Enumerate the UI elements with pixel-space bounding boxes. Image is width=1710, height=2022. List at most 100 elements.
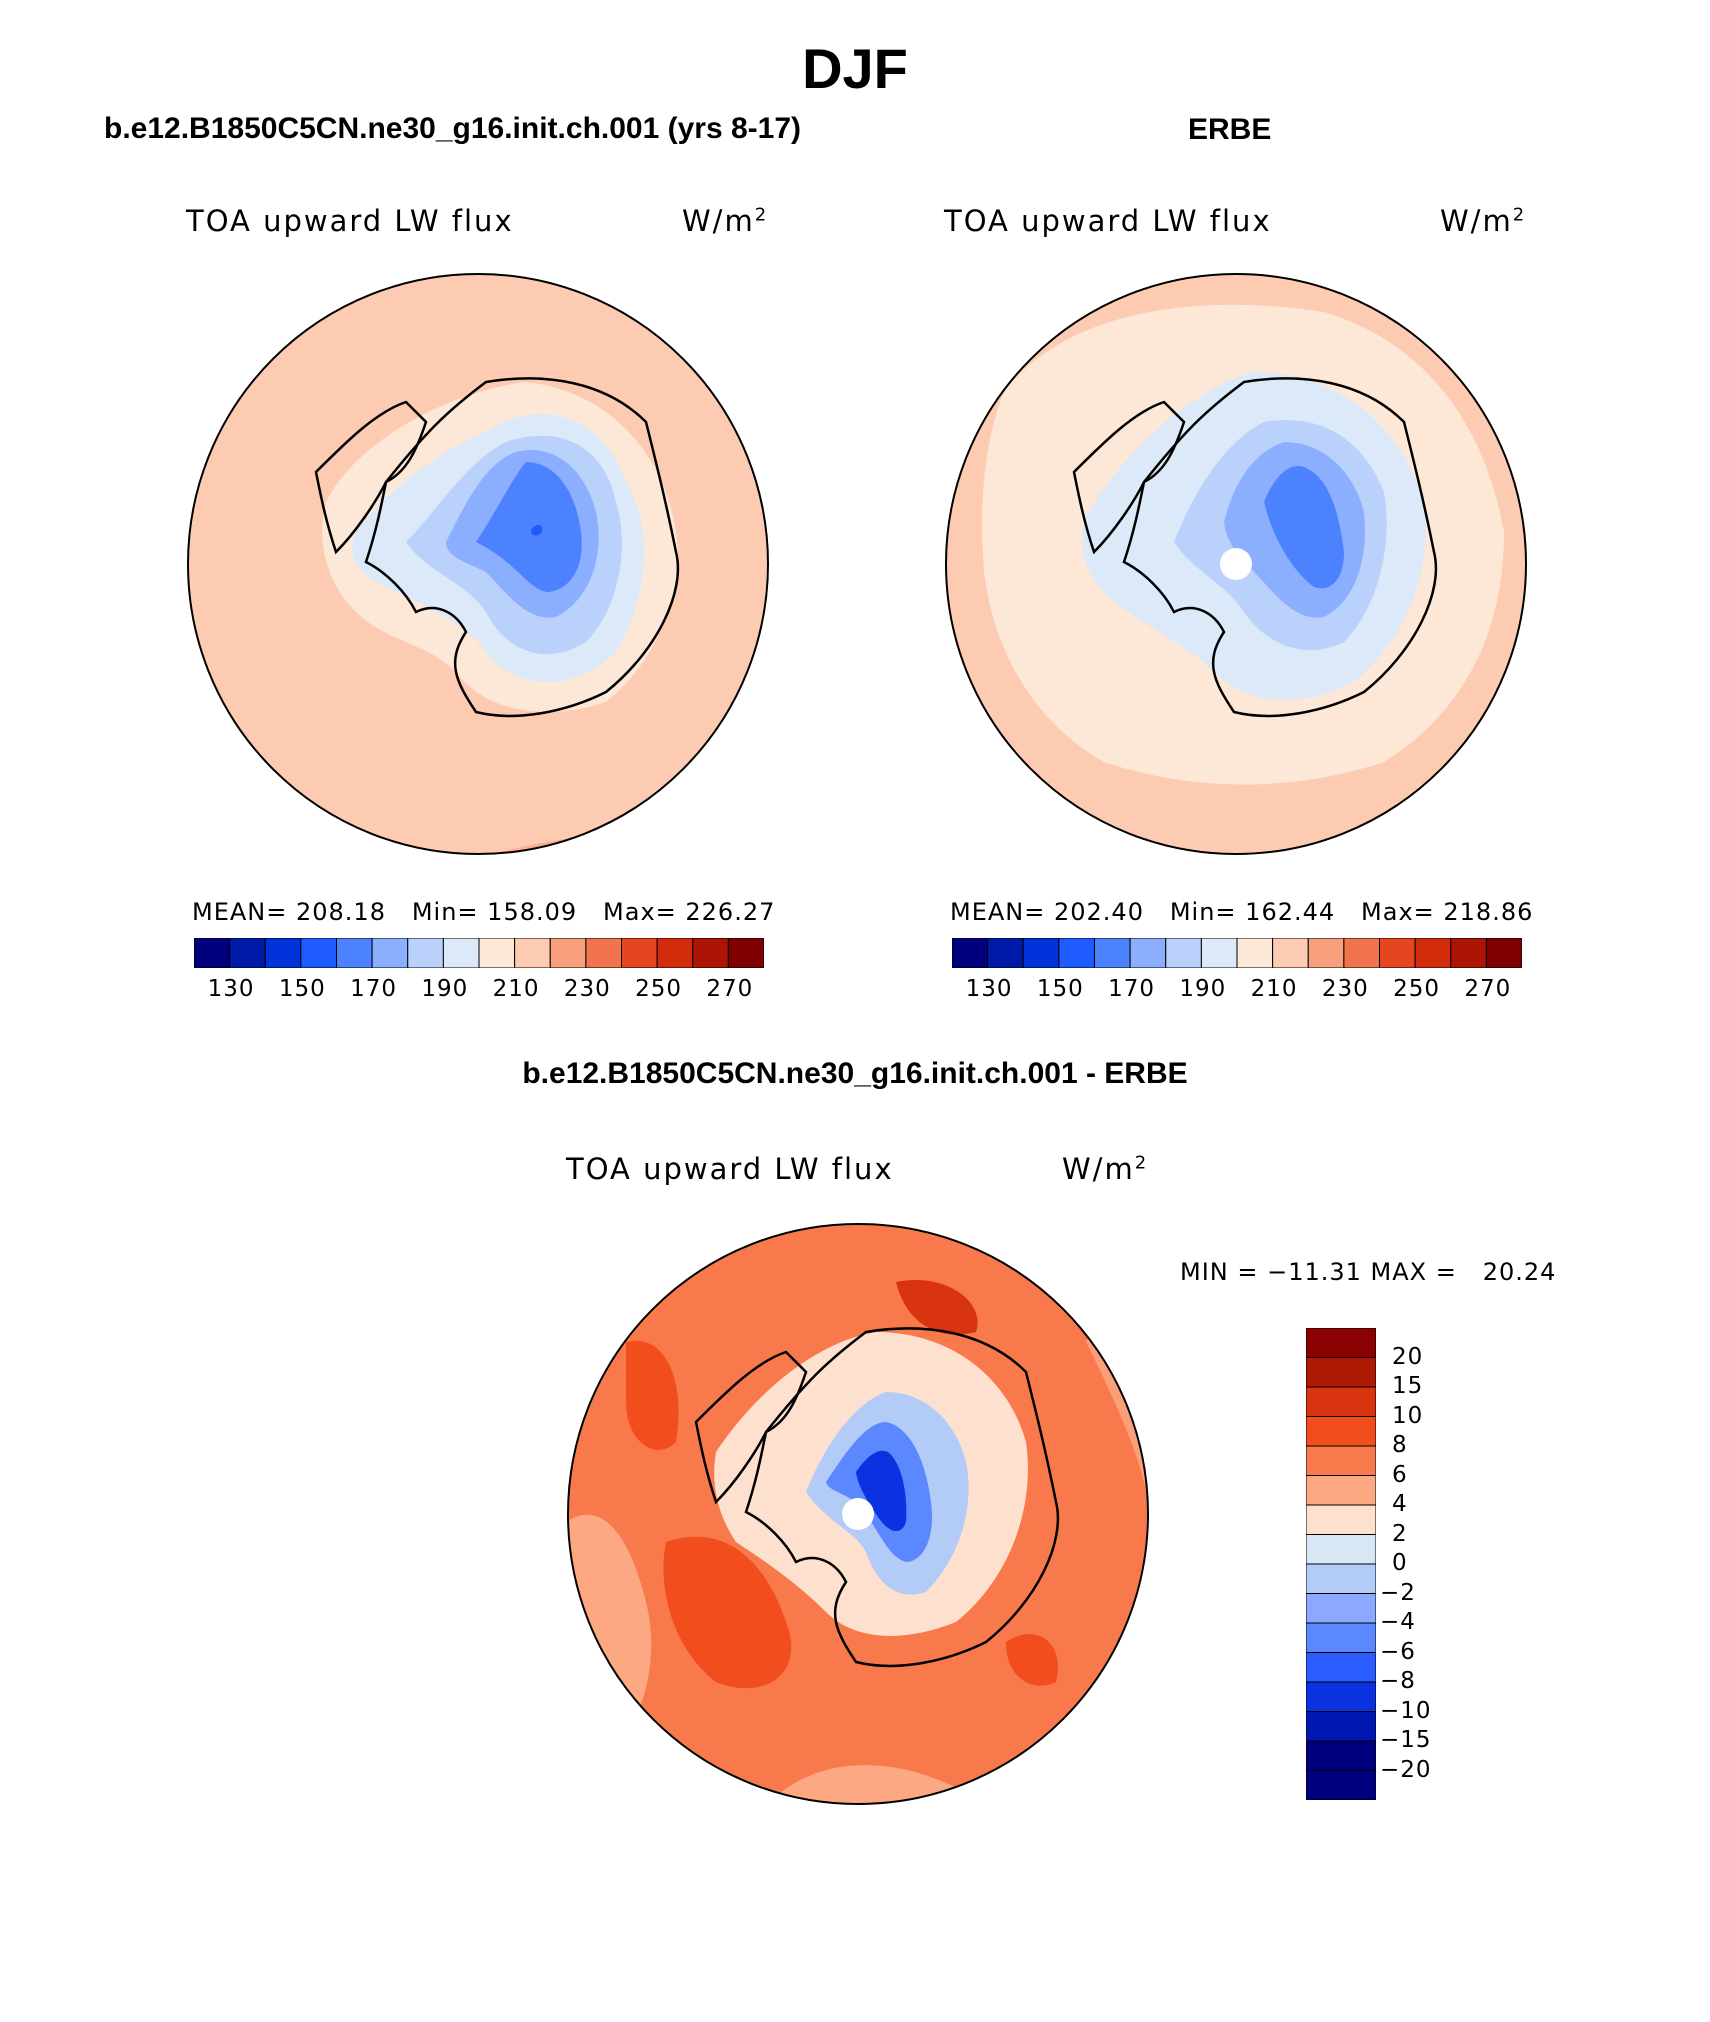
right-colorbar-swatch xyxy=(1307,938,1345,968)
left-colorbar-tick-label: 270 xyxy=(706,976,754,1002)
left-map-antarctic-ice-4 xyxy=(476,462,582,592)
right-units-label: W/m2 xyxy=(1440,204,1527,238)
left-colorbar-swatch xyxy=(656,938,694,968)
right-colorbar-swatch xyxy=(1450,938,1487,968)
left-polar-map xyxy=(187,273,769,855)
diff-colorbar-tick-label: −20 xyxy=(1380,1756,1432,1783)
diff-colorbar-swatch xyxy=(1306,1328,1376,1358)
right-colorbar-tick-label: 270 xyxy=(1464,976,1512,1002)
left-colorbar-tick-label: 210 xyxy=(492,976,540,1002)
difference-colorbar-ticks: 20 15 10 8 6 4 2 0 −2 −4 −6 −8 −10 −15 −20 xyxy=(1380,1328,1486,1800)
diff-variable-label: TOA upward LW flux xyxy=(566,1152,894,1186)
left-colorbar-ticks: 130 150 170 190 210 230 250 270 xyxy=(194,976,764,1006)
right-stats: MEAN= 202.40 Min= 162.44 Max= 218.86 xyxy=(950,898,1534,926)
left-map-warm-band-2 xyxy=(188,274,266,394)
diff-colorbar-tick-label: 2 xyxy=(1392,1520,1408,1547)
diff-map-pole-hole xyxy=(842,1498,874,1530)
diff-colorbar-tick-label: 15 xyxy=(1392,1373,1424,1399)
left-colorbar-swatch xyxy=(229,938,266,968)
difference-polar-map xyxy=(567,1223,1149,1805)
diff-units-label: W/m2 xyxy=(1062,1152,1149,1186)
right-colorbar-ticks: 130 150 170 190 210 230 250 270 xyxy=(952,976,1522,1006)
right-colorbar xyxy=(952,938,1522,968)
diff-colorbar-swatch xyxy=(1306,1711,1376,1742)
diff-colorbar-tick-label: 10 xyxy=(1392,1402,1424,1429)
diff-colorbar-swatch xyxy=(1306,1740,1376,1771)
diff-colorbar-tick-label: −10 xyxy=(1380,1697,1432,1724)
left-units-label: W/m2 xyxy=(682,204,769,238)
right-colorbar-swatch xyxy=(1272,938,1309,968)
diff-colorbar-swatch xyxy=(1306,1386,1376,1417)
diff-colorbar-swatch xyxy=(1306,1681,1376,1712)
diff-colorbar-swatch xyxy=(1306,1416,1376,1447)
diff-map-coastline-antarctica xyxy=(744,1327,1060,1668)
left-colorbar-swatch xyxy=(727,938,764,968)
left-variable-label: TOA upward LW flux xyxy=(186,204,514,238)
diff-map-border xyxy=(567,1223,1149,1805)
left-colorbar-swatch xyxy=(371,938,409,968)
left-colorbar-tick-label: 250 xyxy=(635,976,683,1002)
diff-map-warm-4 xyxy=(1006,1634,1058,1686)
diff-stats: MIN = −11.31 MAX = 20.24 xyxy=(1180,1258,1557,1286)
left-colorbar xyxy=(194,938,764,968)
left-map-antarctic-ice-5 xyxy=(530,524,543,536)
right-colorbar-swatch xyxy=(987,938,1024,968)
left-colorbar-tick-label: 150 xyxy=(278,976,326,1002)
diff-colorbar-swatch xyxy=(1306,1563,1376,1594)
diff-colorbar-swatch xyxy=(1306,1622,1376,1653)
left-colorbar-swatch xyxy=(194,938,231,968)
diff-colorbar-tick-label: 6 xyxy=(1392,1461,1408,1488)
right-colorbar-swatch xyxy=(1236,938,1274,968)
left-colorbar-tick-label: 130 xyxy=(207,976,255,1002)
diff-colorbar-tick-label: 0 xyxy=(1392,1550,1408,1576)
right-colorbar-swatch xyxy=(1200,938,1238,968)
right-polar-map xyxy=(945,273,1527,855)
left-colorbar-tick-label: 230 xyxy=(563,976,611,1002)
diff-colorbar-tick-label: −4 xyxy=(1380,1609,1416,1635)
diff-colorbar-swatch xyxy=(1306,1534,1376,1565)
diff-colorbar-swatch xyxy=(1306,1357,1376,1388)
left-panel-title: b.e12.B1850C5CN.ne30_g16.init.ch.001 (yr… xyxy=(104,112,802,145)
right-colorbar-swatch xyxy=(1022,938,1060,968)
right-colorbar-swatch xyxy=(1414,938,1452,968)
left-colorbar-swatch xyxy=(621,938,658,968)
left-colorbar-tick-label: 190 xyxy=(421,976,469,1002)
right-map-coastline-antarctica xyxy=(1122,377,1438,718)
diff-colorbar-tick-label: −8 xyxy=(1380,1668,1416,1694)
diff-colorbar-swatch xyxy=(1306,1652,1376,1683)
right-colorbar-tick-label: 250 xyxy=(1393,976,1441,1002)
right-colorbar-tick-label: 130 xyxy=(965,976,1013,1002)
diff-colorbar-tick-label: 8 xyxy=(1392,1432,1408,1458)
left-map-coastline-antarctica xyxy=(364,377,680,718)
left-colorbar-swatch xyxy=(478,938,516,968)
diff-colorbar-tick-label: −15 xyxy=(1380,1727,1432,1753)
right-map-pole-hole xyxy=(1220,548,1252,580)
diff-map-warm-2 xyxy=(663,1536,792,1689)
left-colorbar-swatch xyxy=(585,938,622,968)
diff-colorbar-tick-label: 20 xyxy=(1392,1343,1424,1370)
left-colorbar-swatch xyxy=(264,938,302,968)
right-colorbar-swatch xyxy=(1343,938,1380,968)
right-colorbar-tick-label: 230 xyxy=(1321,976,1369,1002)
left-colorbar-swatch xyxy=(514,938,551,968)
left-colorbar-swatch xyxy=(407,938,444,968)
page-title: DJF xyxy=(802,37,908,100)
right-colorbar-swatch xyxy=(1058,938,1095,968)
diff-colorbar-swatch xyxy=(1306,1504,1376,1535)
diff-map-warm-3 xyxy=(896,1280,978,1335)
diff-colorbar-swatch xyxy=(1306,1593,1376,1624)
right-map-border xyxy=(945,273,1527,855)
diff-map-warm-1 xyxy=(626,1340,679,1450)
right-colorbar-swatch xyxy=(1165,938,1202,968)
left-colorbar-tick-label: 170 xyxy=(350,976,398,1002)
right-colorbar-tick-label: 210 xyxy=(1250,976,1298,1002)
right-colorbar-swatch xyxy=(1379,938,1416,968)
diff-map-cool-3 xyxy=(856,1450,907,1532)
right-colorbar-tick-label: 170 xyxy=(1108,976,1156,1002)
right-colorbar-swatch xyxy=(1485,938,1522,968)
diff-colorbar-tick-label: −6 xyxy=(1380,1638,1416,1665)
difference-colorbar xyxy=(1306,1328,1376,1800)
left-stats: MEAN= 208.18 Min= 158.09 Max= 226.27 xyxy=(192,898,776,926)
left-colorbar-swatch xyxy=(442,938,480,968)
diff-colorbar-swatch xyxy=(1306,1475,1376,1506)
